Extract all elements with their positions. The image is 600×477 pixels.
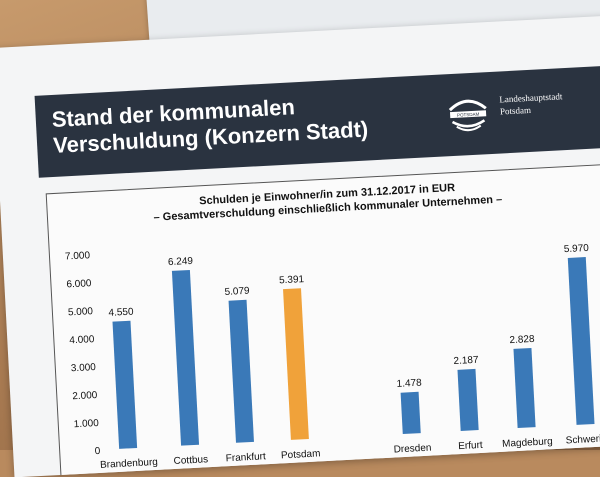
value-label: 6.249 bbox=[168, 256, 194, 268]
bar-magdeburg bbox=[513, 347, 536, 429]
bar-dresden bbox=[400, 391, 421, 435]
bar-brandenburg bbox=[112, 320, 138, 449]
bars-group bbox=[112, 257, 595, 449]
value-label: 1.478 bbox=[396, 378, 422, 390]
document-sheet: Stand der kommunalen Verschuldung (Konze… bbox=[0, 14, 600, 477]
y-axis: 0 1.000 2.000 3.000 4.000 5.000 6.000 7.000 bbox=[65, 250, 101, 457]
bar-schwerin bbox=[567, 257, 595, 425]
y-tick-label: 0 bbox=[94, 446, 101, 457]
bar-cottbus bbox=[171, 269, 200, 446]
chart-frame: Schulden je Einwohner/in zum 31.12.2017 … bbox=[45, 163, 600, 477]
x-tick-label: Erfurt bbox=[458, 440, 483, 452]
value-label: 4.550 bbox=[108, 307, 134, 319]
y-tick-label: 4.000 bbox=[69, 334, 95, 346]
y-tick-label: 1.000 bbox=[74, 418, 100, 430]
value-label: 5.079 bbox=[224, 286, 250, 298]
potsdam-emblem-icon: POTSDAM bbox=[448, 99, 487, 132]
x-labels-group: Brandenburg Cottbus Frankfurt Potsdam Dresde… bbox=[100, 433, 600, 471]
y-tick-label: 3.000 bbox=[71, 362, 97, 374]
bar-potsdam bbox=[283, 288, 309, 440]
x-tick-label: Frankfurt bbox=[226, 451, 267, 464]
logo-emblem-text: POTSDAM bbox=[457, 112, 480, 118]
value-label: 5.391 bbox=[279, 274, 305, 286]
x-tick-label: Schwerin bbox=[565, 433, 600, 446]
x-tick-label: Potsdam bbox=[281, 448, 321, 461]
value-labels-group: 4.550 6.249 5.079 5.391 1.478 2.187 2.828 5.970 bbox=[108, 243, 590, 390]
bar-erfurt bbox=[457, 368, 479, 431]
value-label: 2.187 bbox=[453, 355, 479, 367]
y-tick-label: 2.000 bbox=[72, 390, 98, 402]
x-tick-label: Magdeburg bbox=[502, 436, 553, 450]
bar-chart: Schulden je Einwohner/in zum 31.12.2017 … bbox=[65, 182, 600, 471]
x-tick-label: Dresden bbox=[393, 443, 431, 456]
value-label: 5.970 bbox=[564, 243, 590, 255]
y-tick-label: 7.000 bbox=[65, 250, 91, 262]
logo-text-line-2: Potsdam bbox=[499, 104, 532, 117]
x-tick-label: Brandenburg bbox=[100, 457, 158, 471]
x-tick-label: Cottbus bbox=[173, 454, 208, 467]
logo-label: Landeshauptstadt Potsdam bbox=[499, 90, 563, 117]
bar-frankfurt bbox=[228, 299, 254, 443]
y-tick-label: 6.000 bbox=[66, 278, 92, 290]
city-logo: POTSDAM Landeshauptstadt Potsdam bbox=[445, 78, 600, 146]
y-tick-label: 5.000 bbox=[68, 306, 94, 318]
value-label: 2.828 bbox=[509, 334, 535, 346]
